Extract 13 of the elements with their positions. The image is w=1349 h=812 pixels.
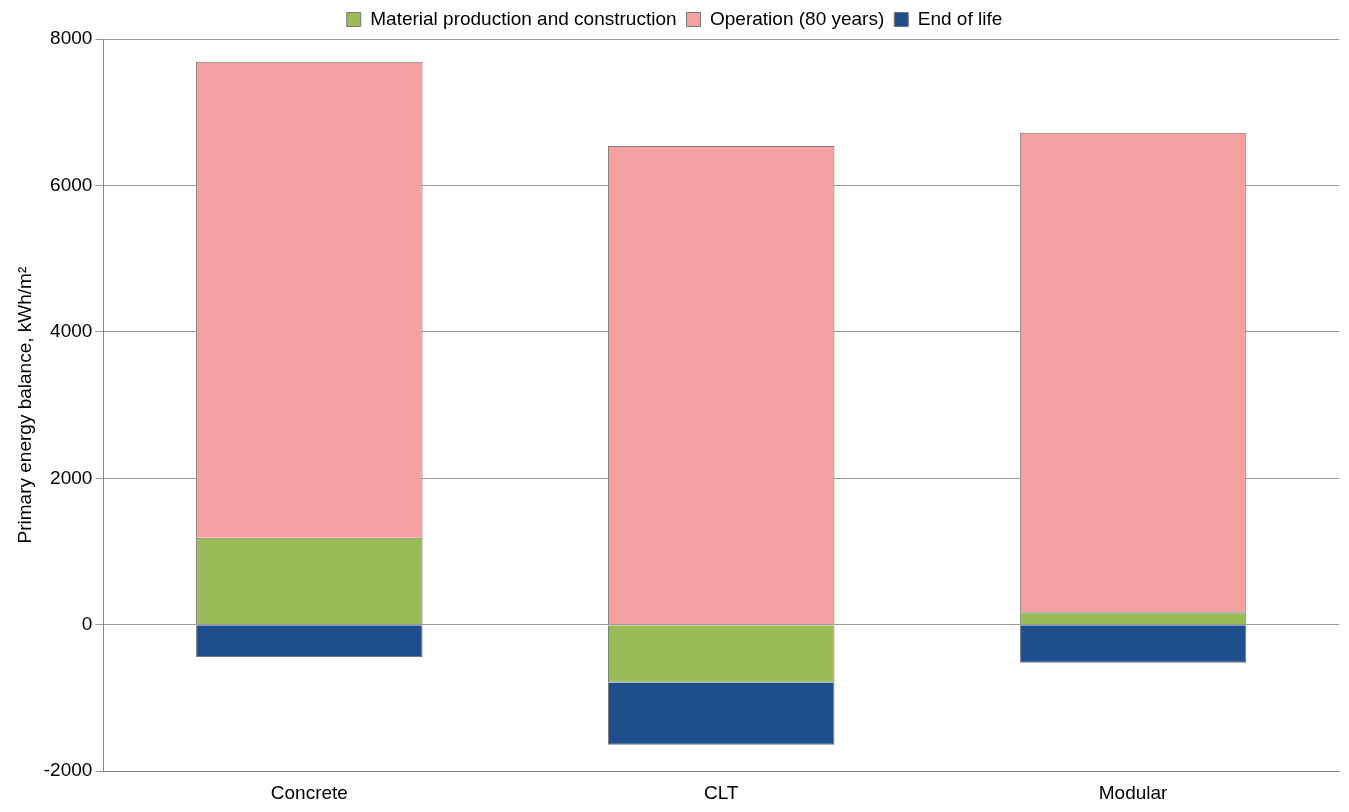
legend-label: Operation (80 years) — [710, 7, 885, 29]
x-tick-label: CLT — [703, 781, 739, 803]
y-tick-label: 6000 — [50, 173, 93, 195]
y-tick-label: 8000 — [50, 27, 93, 49]
y-tick-label: 0 — [81, 612, 93, 634]
x-tick-label: Concrete — [270, 781, 348, 803]
y-tick-label: 2000 — [50, 466, 93, 488]
legend-label: End of life — [917, 7, 1003, 29]
y-tick-label: -2000 — [43, 759, 93, 781]
x-tick-label: Modular — [1098, 781, 1169, 803]
legend-label: Material production and construction — [370, 7, 677, 29]
y-axis-title: Primary energy balance, kWh/m² — [13, 266, 35, 544]
y-tick-label: 4000 — [50, 320, 93, 342]
